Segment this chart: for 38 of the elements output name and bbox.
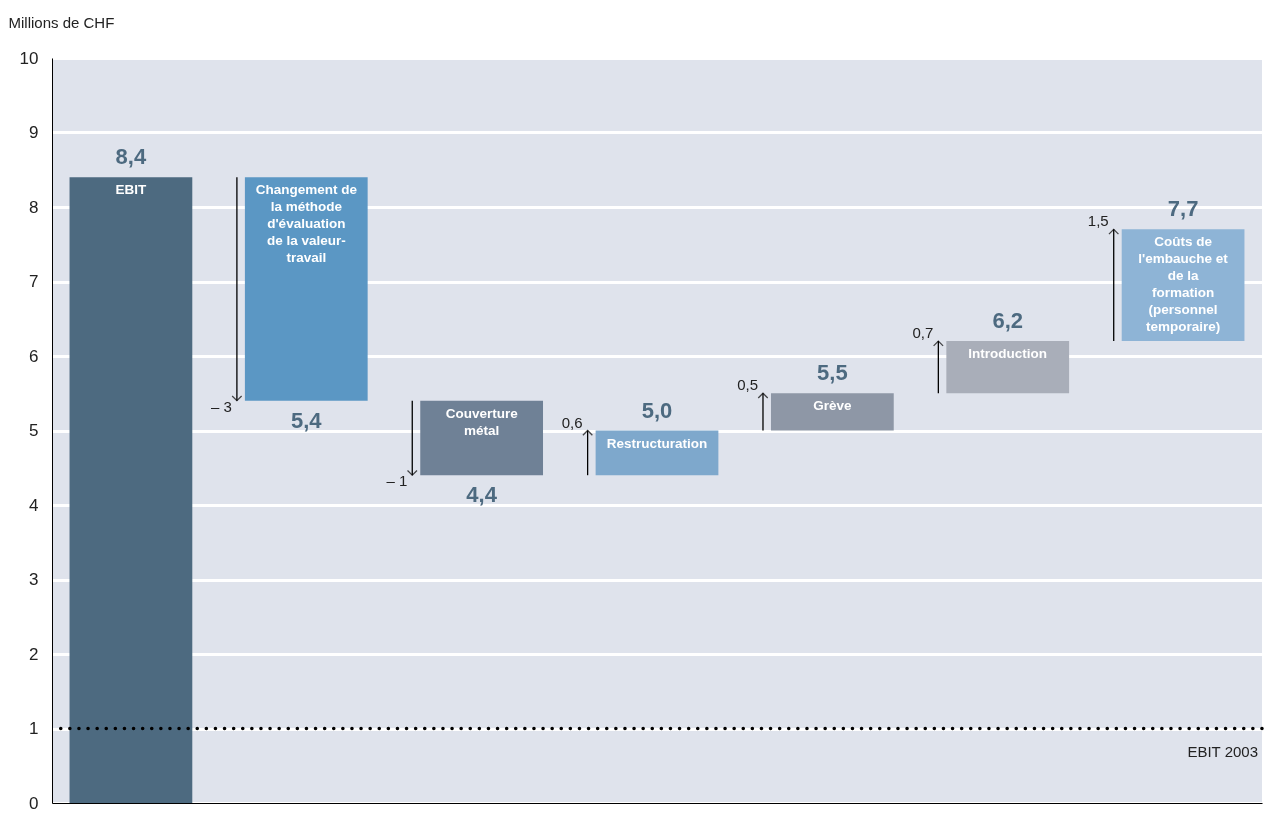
bar [770, 393, 894, 431]
x-tick-label: EBIT [115, 182, 148, 198]
y-tick-label: 8 [29, 197, 39, 217]
x-tick-label: Coûts de l'embauche et de la formation (personnel temporaire) [1138, 234, 1229, 335]
annotation: 7,7 [1167, 196, 1199, 222]
annotation: 5,4 [290, 407, 323, 433]
y-tick-label: 7 [29, 272, 39, 291]
y-tick-label: 10 [19, 48, 39, 68]
y-tick-label: 4 [29, 495, 39, 515]
data-label: 0,6 [561, 413, 583, 431]
annotation: 6,2 [992, 308, 1024, 334]
annotation: 5,5 [817, 360, 848, 386]
y-tick-label: 1 [29, 719, 39, 738]
annotation: 5,0 [641, 397, 673, 423]
ref-line-label: EBIT 2003 [1187, 742, 1258, 760]
y-tick-label: 9 [29, 123, 39, 142]
y-tick-label: 6 [29, 346, 39, 366]
x-tick-label: Restructuration [606, 435, 708, 451]
x-tick-label: Introduction [968, 346, 1048, 362]
annotation: 8,4 [115, 144, 147, 170]
y-axis-title: Millions de CHF [8, 13, 115, 31]
data-label: 1,5 [1087, 212, 1109, 230]
bar [244, 177, 368, 401]
bar [946, 341, 1070, 394]
y-tick-label: 2 [29, 644, 39, 664]
x-tick-label: Couverture métal [445, 405, 519, 438]
x-tick-label: Changement de la méthode d'évaluation de la valeur-travail [255, 182, 358, 266]
y-tick-label: 5 [29, 421, 39, 440]
data-label: – 3 [211, 397, 232, 415]
data-label: 0,5 [737, 376, 758, 394]
x-tick-label: Grève [813, 398, 852, 414]
bar [69, 177, 193, 803]
y-tick-label: 3 [29, 570, 39, 589]
annotation: 4,4 [466, 482, 498, 508]
data-label: 0,7 [912, 324, 934, 342]
y-tick-label: 0 [29, 793, 39, 813]
bar [420, 400, 544, 476]
data-label: – 1 [386, 472, 408, 490]
